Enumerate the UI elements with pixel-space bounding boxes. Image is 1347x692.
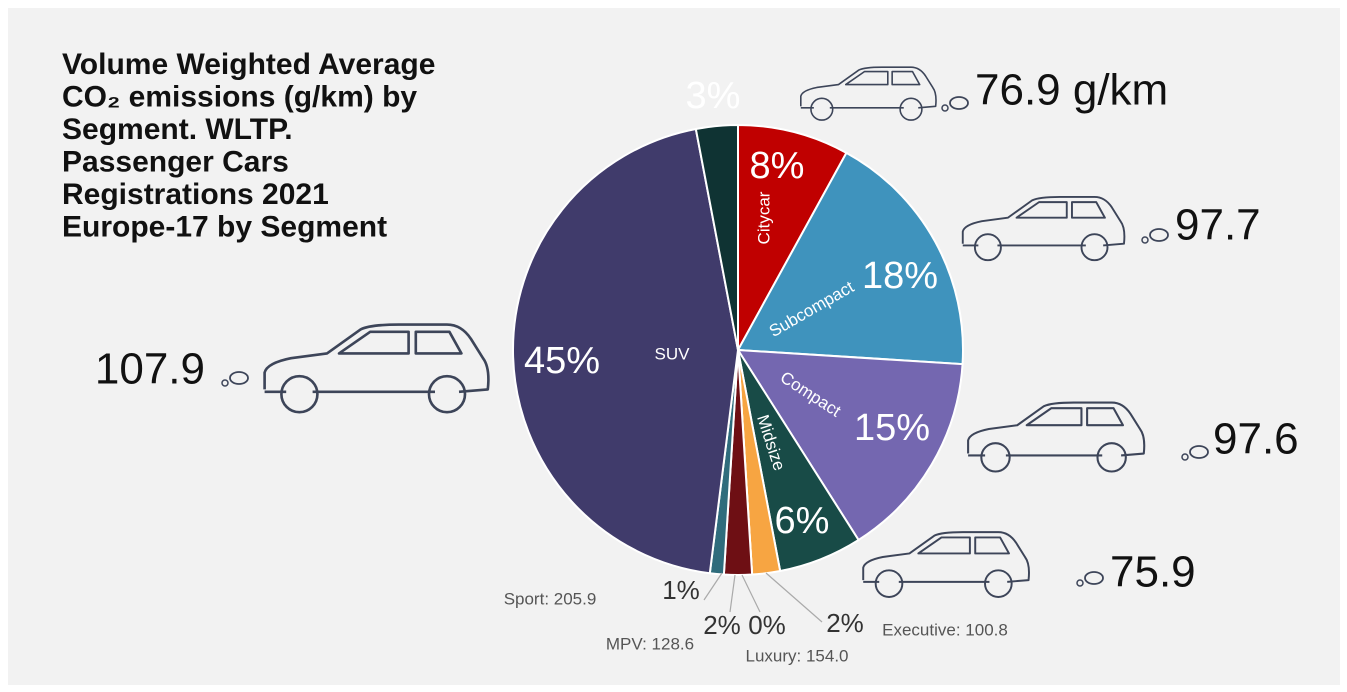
chart-title: Registrations 2021 — [62, 178, 329, 211]
value-label: 2% — [826, 608, 864, 638]
value-label: 8% — [750, 145, 805, 187]
value-label: 2% — [703, 610, 741, 640]
chart-title: Volume Weighted Average — [62, 48, 435, 81]
pie-slice — [736, 348, 964, 542]
pie-slice — [736, 151, 964, 366]
category-label: Luxury: 154.0 — [745, 646, 848, 665]
emission-label: 76.9 g/km — [975, 66, 1168, 115]
value-label: 45% — [524, 340, 600, 382]
pie-slice — [694, 123, 739, 351]
value-label: 1% — [662, 575, 700, 605]
exhaust-puff — [221, 379, 229, 387]
leader-line — [729, 574, 736, 613]
value-label: 15% — [854, 407, 930, 449]
exhaust-puff — [229, 371, 249, 385]
pie-slice — [511, 127, 740, 575]
exhaust-puff — [941, 104, 949, 112]
chart-title: Segment. WLTP. — [62, 113, 293, 146]
exhaust-puff — [949, 96, 969, 110]
category-label: Sport: 205.9 — [504, 589, 597, 608]
leader-line — [703, 572, 723, 601]
category-label: SUV — [655, 344, 691, 363]
exhaust-puff — [1076, 579, 1084, 587]
exhaust-puff — [1141, 236, 1149, 244]
value-label: 0% — [748, 610, 786, 640]
exhaust-puff — [1149, 228, 1169, 242]
pie-slice — [737, 123, 848, 351]
value-label: 6% — [775, 500, 830, 542]
chart-title: Passenger Cars — [62, 145, 289, 178]
exhaust-puff — [1084, 571, 1104, 585]
emission-label: 75.9 — [1110, 548, 1196, 597]
category-label: Executive: 100.8 — [882, 620, 1008, 639]
chart-title: CO₂ emissions (g/km) by — [62, 80, 417, 113]
emission-label: 97.7 — [1175, 201, 1261, 250]
value-label: 3% — [686, 75, 741, 117]
emission-label: 97.6 — [1213, 415, 1299, 464]
value-label: 18% — [862, 255, 938, 297]
chart-title: Europe-17 by Segment — [62, 210, 387, 243]
category-label: Citycar — [754, 191, 773, 244]
emission-label: 107.9 — [95, 345, 205, 394]
leader-line — [765, 572, 823, 623]
exhaust-puff — [1181, 453, 1189, 461]
exhaust-puff — [1189, 445, 1209, 459]
leader-line — [741, 574, 761, 613]
category-label: MPV: 128.6 — [606, 634, 694, 653]
pie — [511, 123, 964, 576]
